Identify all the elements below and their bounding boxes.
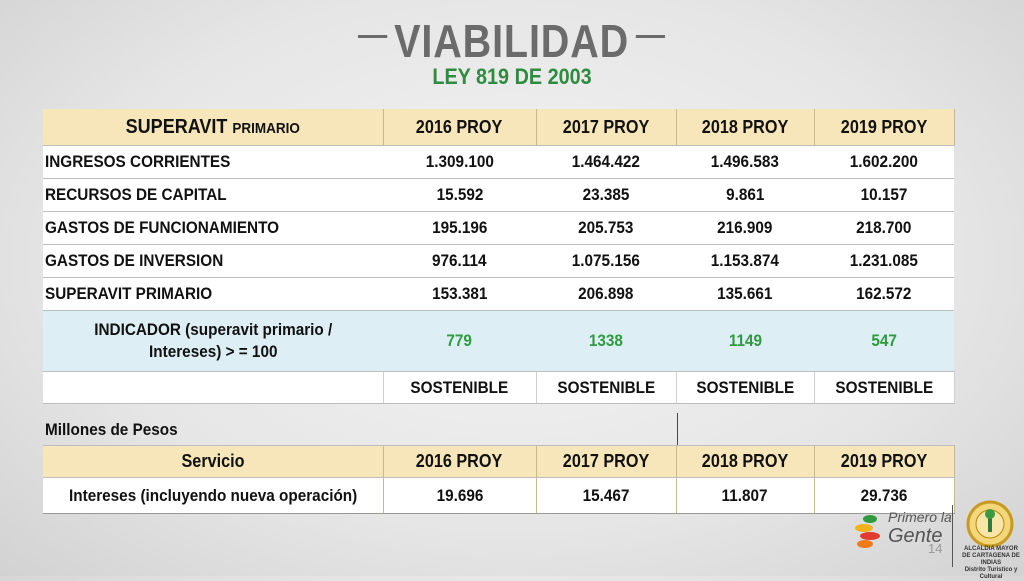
cell-value: 1.075.156 bbox=[536, 244, 676, 278]
indicator-value: 1338 bbox=[536, 310, 676, 372]
divider-line bbox=[677, 413, 678, 445]
indicator-value: 547 bbox=[814, 310, 954, 372]
cell-value: 9.861 bbox=[676, 178, 814, 212]
cell-value: 19.696 bbox=[383, 477, 537, 514]
service-table: Servicio 2016 PROY 2017 PROY 2018 PROY 2… bbox=[43, 445, 955, 514]
status-cell: SOSTENIBLE bbox=[814, 371, 955, 404]
cell-value: 1.602.200 bbox=[814, 145, 954, 179]
table-row: GASTOS DE INVERSION 976.114 1.075.156 1.… bbox=[43, 244, 954, 278]
cell-value: 216.909 bbox=[676, 211, 814, 245]
status-row: SOSTENIBLE SOSTENIBLE SOSTENIBLE SOSTENI… bbox=[43, 371, 955, 404]
slide-title: VIABILIDAD bbox=[352, 14, 673, 68]
column-header: 2019 PROY bbox=[814, 109, 955, 146]
table-row: Intereses (incluyendo nueva operación) 1… bbox=[43, 477, 955, 514]
row-label: Intereses (incluyendo nueva operación) bbox=[43, 477, 384, 514]
cell-value: 976.114 bbox=[383, 244, 536, 278]
cell-value: 15.592 bbox=[383, 178, 536, 212]
logo-text-line2: Gente bbox=[888, 525, 943, 547]
row-label: GASTOS DE FUNCIONAMIENTO bbox=[43, 211, 383, 245]
colorful-figure-icon bbox=[855, 515, 880, 548]
column-header: 2016 PROY bbox=[383, 109, 537, 146]
cell-value: 153.381 bbox=[383, 277, 536, 311]
service-header-label: Servicio bbox=[43, 445, 384, 478]
indicator-row: INDICADOR (superavit primario / Intereses… bbox=[43, 310, 954, 372]
city-seal-icon bbox=[966, 500, 1014, 548]
column-header: 2018 PROY bbox=[676, 445, 815, 478]
column-header: 2017 PROY bbox=[536, 109, 677, 146]
cell-value: 10.157 bbox=[814, 178, 954, 212]
status-cell: SOSTENIBLE bbox=[676, 371, 815, 404]
indicator-value: 1149 bbox=[676, 310, 814, 372]
page-number: 14 bbox=[928, 541, 943, 556]
cell-value: 162.572 bbox=[814, 277, 954, 311]
superavit-table: SUPERAVIT PRIMARIO 2016 PROY 2017 PROY 2… bbox=[43, 109, 955, 404]
cell-value: 1.231.085 bbox=[814, 244, 954, 278]
title-left-dash bbox=[358, 35, 388, 39]
row-label: SUPERAVIT PRIMARIO bbox=[43, 277, 383, 311]
table-row: SUPERAVIT PRIMARIO 153.381 206.898 135.6… bbox=[43, 277, 954, 311]
primero-la-gente-logo: Primero la Gente bbox=[848, 503, 960, 558]
status-cell: SOSTENIBLE bbox=[383, 371, 537, 404]
cell-value: 1.309.100 bbox=[383, 145, 536, 179]
indicator-value: 779 bbox=[383, 310, 536, 372]
cell-value: 1.496.583 bbox=[676, 145, 814, 179]
table-row: RECURSOS DE CAPITAL 15.592 23.385 9.861 … bbox=[43, 178, 954, 212]
cell-value: 218.700 bbox=[814, 211, 954, 245]
cell-value: 29.736 bbox=[814, 477, 955, 514]
indicator-label: INDICADOR (superavit primario / Intereses… bbox=[43, 310, 383, 372]
cell-value: 15.467 bbox=[536, 477, 677, 514]
service-header-row: Servicio 2016 PROY 2017 PROY 2018 PROY 2… bbox=[43, 445, 955, 478]
cell-value: 23.385 bbox=[536, 178, 676, 212]
cell-value: 206.898 bbox=[536, 277, 676, 311]
superavit-header-row: SUPERAVIT PRIMARIO 2016 PROY 2017 PROY 2… bbox=[43, 109, 955, 146]
slide-subtitle: LEY 819 DE 2003 bbox=[432, 64, 592, 89]
column-header: 2019 PROY bbox=[814, 445, 955, 478]
status-empty-cell bbox=[43, 371, 384, 404]
title-right-dash bbox=[636, 35, 666, 39]
row-label: GASTOS DE INVERSION bbox=[43, 244, 383, 278]
cell-value: 205.753 bbox=[536, 211, 676, 245]
logo-text-line1: Primero la bbox=[888, 509, 952, 525]
cell-value: 1.153.874 bbox=[676, 244, 814, 278]
column-header: 2017 PROY bbox=[536, 445, 677, 478]
cell-value: 1.464.422 bbox=[536, 145, 676, 179]
table-row: GASTOS DE FUNCIONAMIENTO 195.196 205.753… bbox=[43, 211, 954, 245]
superavit-header-label: SUPERAVIT PRIMARIO bbox=[43, 109, 384, 146]
row-label: INGRESOS CORRIENTES bbox=[43, 145, 383, 179]
column-header: 2018 PROY bbox=[676, 109, 815, 146]
cell-value: 195.196 bbox=[383, 211, 536, 245]
cell-value: 135.661 bbox=[676, 277, 814, 311]
status-cell: SOSTENIBLE bbox=[536, 371, 677, 404]
column-header: 2016 PROY bbox=[383, 445, 537, 478]
footer-separator bbox=[952, 505, 953, 567]
title-text: VIABILIDAD bbox=[394, 15, 630, 67]
row-label: RECURSOS DE CAPITAL bbox=[43, 178, 383, 212]
units-note: Millones de Pesos bbox=[45, 420, 178, 439]
table-row: INGRESOS CORRIENTES 1.309.100 1.464.422 … bbox=[43, 145, 954, 179]
slide-title-wrap: VIABILIDAD bbox=[0, 14, 1024, 68]
cell-value: 11.807 bbox=[676, 477, 815, 514]
